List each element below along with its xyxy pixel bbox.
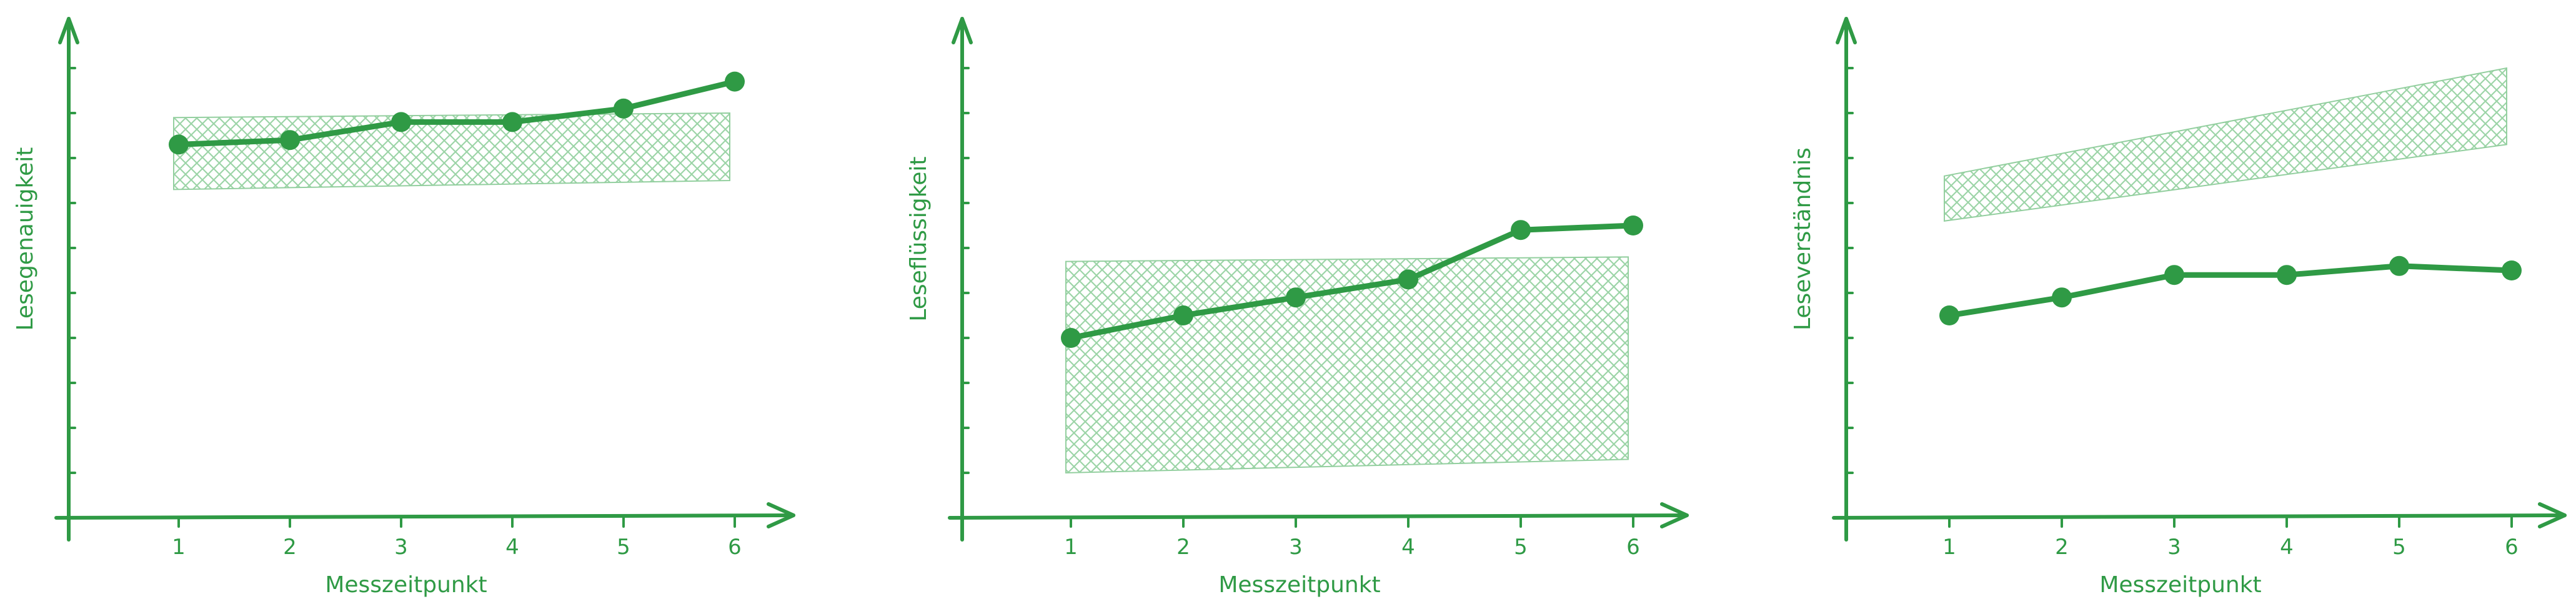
chart-panel-3: 1 2 3 4 5 6 Messzeitpunkt Leseverständnis xyxy=(1790,17,2567,598)
chart-panel-2: 1 2 3 4 5 6 Messzeitpunkt Leseflüssigkeit xyxy=(906,17,1689,598)
data-point xyxy=(1623,215,1643,235)
data-point xyxy=(169,134,189,155)
x-tick-label: 5 xyxy=(617,535,630,560)
x-tick-label: 2 xyxy=(1176,535,1190,560)
x-tick-label: 3 xyxy=(2167,535,2181,560)
y-axis-title: Lesegenauigkeit xyxy=(12,147,38,331)
series-line xyxy=(176,79,738,147)
y-axis-arrow xyxy=(58,17,79,44)
x-tick-label: 2 xyxy=(2055,535,2069,560)
data-point xyxy=(2164,265,2184,285)
x-axis-arrow xyxy=(2538,502,2567,528)
data-point xyxy=(725,71,745,92)
x-axis-title: Messzeitpunkt xyxy=(1218,572,1380,598)
x-axis-arrow xyxy=(1660,502,1689,528)
data-point xyxy=(614,98,634,119)
x-tick-label: 5 xyxy=(1514,535,1528,560)
x-axis xyxy=(1832,513,2567,520)
x-tick-label: 3 xyxy=(1289,535,1303,560)
data-point xyxy=(280,130,300,151)
x-tick-label: 4 xyxy=(505,535,519,560)
data-point xyxy=(2502,260,2522,280)
data-point xyxy=(391,112,411,132)
data-point xyxy=(2052,287,2072,308)
x-tick-label: 3 xyxy=(394,535,408,560)
x-tick-label: 6 xyxy=(1626,535,1640,560)
x-tick-label: 1 xyxy=(1064,535,1078,560)
x-axis xyxy=(54,513,795,520)
x-axis-title: Messzeitpunkt xyxy=(325,572,487,598)
y-axis-title: Leseflüssigkeit xyxy=(906,157,932,322)
y-axis-arrow xyxy=(1836,17,1857,44)
x-tick-label: 1 xyxy=(172,535,186,560)
data-point xyxy=(1173,305,1193,325)
x-tick-label: 4 xyxy=(2280,535,2294,560)
data-point xyxy=(1511,220,1531,240)
reference-band xyxy=(173,112,730,191)
data-point xyxy=(1939,305,1959,325)
x-tick-label: 2 xyxy=(283,535,297,560)
series-line xyxy=(1068,222,1636,341)
x-axis-arrow xyxy=(767,502,795,528)
data-point xyxy=(2389,255,2409,276)
y-axis-arrow xyxy=(952,17,973,44)
data-point xyxy=(1398,269,1418,290)
x-tick-label: 1 xyxy=(1942,535,1956,560)
x-tick-label: 4 xyxy=(1401,535,1415,560)
reference-band xyxy=(1944,67,2507,222)
x-tick-label: 6 xyxy=(2505,535,2519,560)
x-tick-label: 5 xyxy=(2392,535,2406,560)
data-point xyxy=(1286,287,1306,308)
x-axis xyxy=(948,513,1689,520)
data-point xyxy=(2277,265,2297,285)
series-line xyxy=(1946,263,2515,319)
x-tick-label: 6 xyxy=(728,535,742,560)
x-axis-title: Messzeitpunkt xyxy=(2099,572,2261,598)
data-point xyxy=(502,112,522,132)
y-axis-title: Leseverständnis xyxy=(1790,147,1816,330)
chart-panels: 1 2 3 4 5 6 Messzeitpunkt Lesegenauigkeit 1 2 3 4 5 6… xyxy=(12,17,2567,598)
chart-panel-1: 1 2 3 4 5 6 Messzeitpunkt Lesegenauigkeit xyxy=(12,17,795,598)
data-point xyxy=(1061,328,1081,348)
